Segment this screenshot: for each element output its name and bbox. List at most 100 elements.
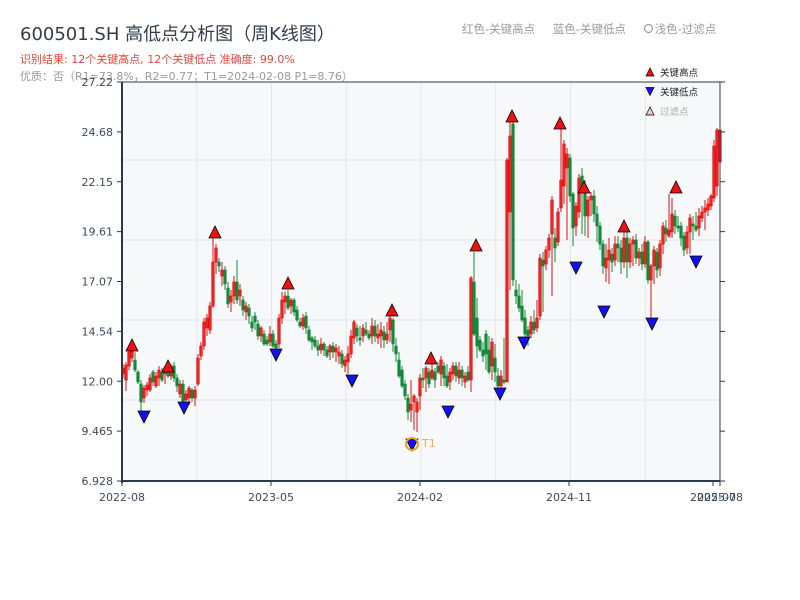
candle-up bbox=[712, 145, 716, 199]
candle-down bbox=[139, 383, 143, 403]
candle-down bbox=[373, 325, 377, 337]
x-tick-label: 2023-05 bbox=[248, 491, 294, 504]
candle-up bbox=[202, 321, 206, 347]
key-low-marker bbox=[689, 255, 703, 269]
candle-up bbox=[214, 247, 218, 263]
candle-up bbox=[277, 317, 281, 345]
candle-down bbox=[226, 287, 230, 305]
candle-up bbox=[715, 129, 719, 187]
candle-down bbox=[553, 237, 557, 249]
candle-up bbox=[205, 317, 209, 329]
candle-up bbox=[574, 205, 578, 227]
candle-up bbox=[157, 369, 161, 379]
candle-up bbox=[211, 261, 215, 307]
candle-down bbox=[526, 329, 530, 337]
candle-up bbox=[565, 153, 569, 169]
key-low-marker bbox=[441, 405, 455, 419]
candle-up bbox=[586, 199, 590, 217]
candle-down bbox=[313, 339, 317, 347]
candle-up bbox=[448, 371, 452, 383]
candle-down bbox=[502, 379, 506, 383]
candle-down bbox=[655, 251, 659, 271]
candle-down bbox=[298, 321, 302, 327]
candle-down bbox=[367, 333, 371, 339]
y-tick-label: 24.68 bbox=[82, 126, 114, 139]
grid-lines bbox=[122, 82, 720, 481]
candle-down bbox=[256, 323, 260, 337]
candle-up bbox=[361, 327, 365, 337]
candle-up bbox=[637, 251, 641, 259]
candle-up bbox=[643, 241, 647, 265]
candle-down bbox=[478, 339, 482, 351]
candle-up bbox=[124, 364, 128, 381]
candle-down bbox=[364, 329, 368, 335]
candle-up bbox=[196, 357, 200, 385]
candle-up bbox=[652, 249, 656, 267]
candle-down bbox=[322, 343, 326, 351]
candle-up bbox=[499, 375, 503, 387]
candle-down bbox=[304, 315, 308, 329]
candle-down bbox=[427, 371, 431, 385]
candle-down bbox=[466, 371, 470, 381]
candle-down bbox=[520, 305, 524, 321]
key-low-marker bbox=[645, 317, 659, 331]
candle-down bbox=[382, 331, 386, 341]
chart-title: 600501.SH 高低点分析图（周K线图） bbox=[20, 24, 335, 45]
candle-down bbox=[403, 383, 407, 397]
candle-down bbox=[595, 213, 599, 227]
candle-up bbox=[661, 225, 665, 245]
plot-legend-label: 关键低点 bbox=[660, 87, 699, 99]
candle-up bbox=[667, 229, 671, 237]
t1-ring bbox=[405, 437, 419, 451]
candle-up bbox=[535, 317, 539, 329]
candle-up bbox=[607, 249, 611, 261]
y-tick-label: 14.54 bbox=[82, 325, 114, 338]
candle-up bbox=[556, 211, 560, 243]
candle-up bbox=[550, 199, 554, 235]
candle-up bbox=[490, 341, 494, 367]
candle-up bbox=[232, 281, 236, 297]
candle-up bbox=[268, 333, 272, 343]
key-high-marker bbox=[385, 303, 399, 317]
candle-down bbox=[673, 215, 677, 227]
candle-down bbox=[295, 309, 299, 321]
candle-up bbox=[127, 351, 131, 367]
candle-up bbox=[178, 383, 182, 395]
candle-down bbox=[676, 225, 680, 229]
candle-down bbox=[619, 247, 623, 263]
candle-down bbox=[442, 365, 446, 379]
key-low-marker bbox=[177, 401, 191, 415]
candle-up bbox=[685, 231, 689, 249]
candle-down bbox=[274, 343, 278, 349]
key-high-marker bbox=[469, 238, 483, 252]
candle-down bbox=[601, 243, 605, 267]
candle-up bbox=[244, 305, 248, 313]
candle-up bbox=[184, 393, 188, 401]
candle-up bbox=[145, 384, 149, 391]
x-tick-label: 2022-08 bbox=[99, 491, 145, 504]
candle-up bbox=[388, 317, 392, 331]
candle-up bbox=[289, 299, 293, 307]
candle-down bbox=[271, 333, 275, 347]
candle-down bbox=[571, 193, 575, 229]
y-tick-label: 9.465 bbox=[82, 425, 114, 438]
key-low-marker bbox=[597, 305, 611, 319]
candle-up bbox=[370, 325, 374, 337]
candle-up bbox=[412, 395, 416, 403]
candle-down bbox=[514, 289, 518, 297]
candle-up bbox=[589, 195, 593, 201]
candle-up bbox=[376, 333, 380, 339]
candle-up bbox=[409, 403, 413, 411]
candle-down bbox=[265, 339, 269, 345]
candle-down bbox=[340, 353, 344, 365]
result-summary: 识别结果: 12个关键高点, 12个关键低点 准确度: 99.0% bbox=[20, 53, 295, 66]
candle-up bbox=[562, 143, 566, 187]
key-point-markers: T1 bbox=[125, 109, 703, 452]
candle-down bbox=[316, 345, 320, 351]
key-high-marker bbox=[577, 180, 591, 194]
y-tick-label: 27.22 bbox=[82, 76, 114, 89]
candle-down bbox=[436, 365, 440, 373]
candle-down bbox=[247, 307, 251, 317]
candle-down bbox=[433, 371, 437, 381]
